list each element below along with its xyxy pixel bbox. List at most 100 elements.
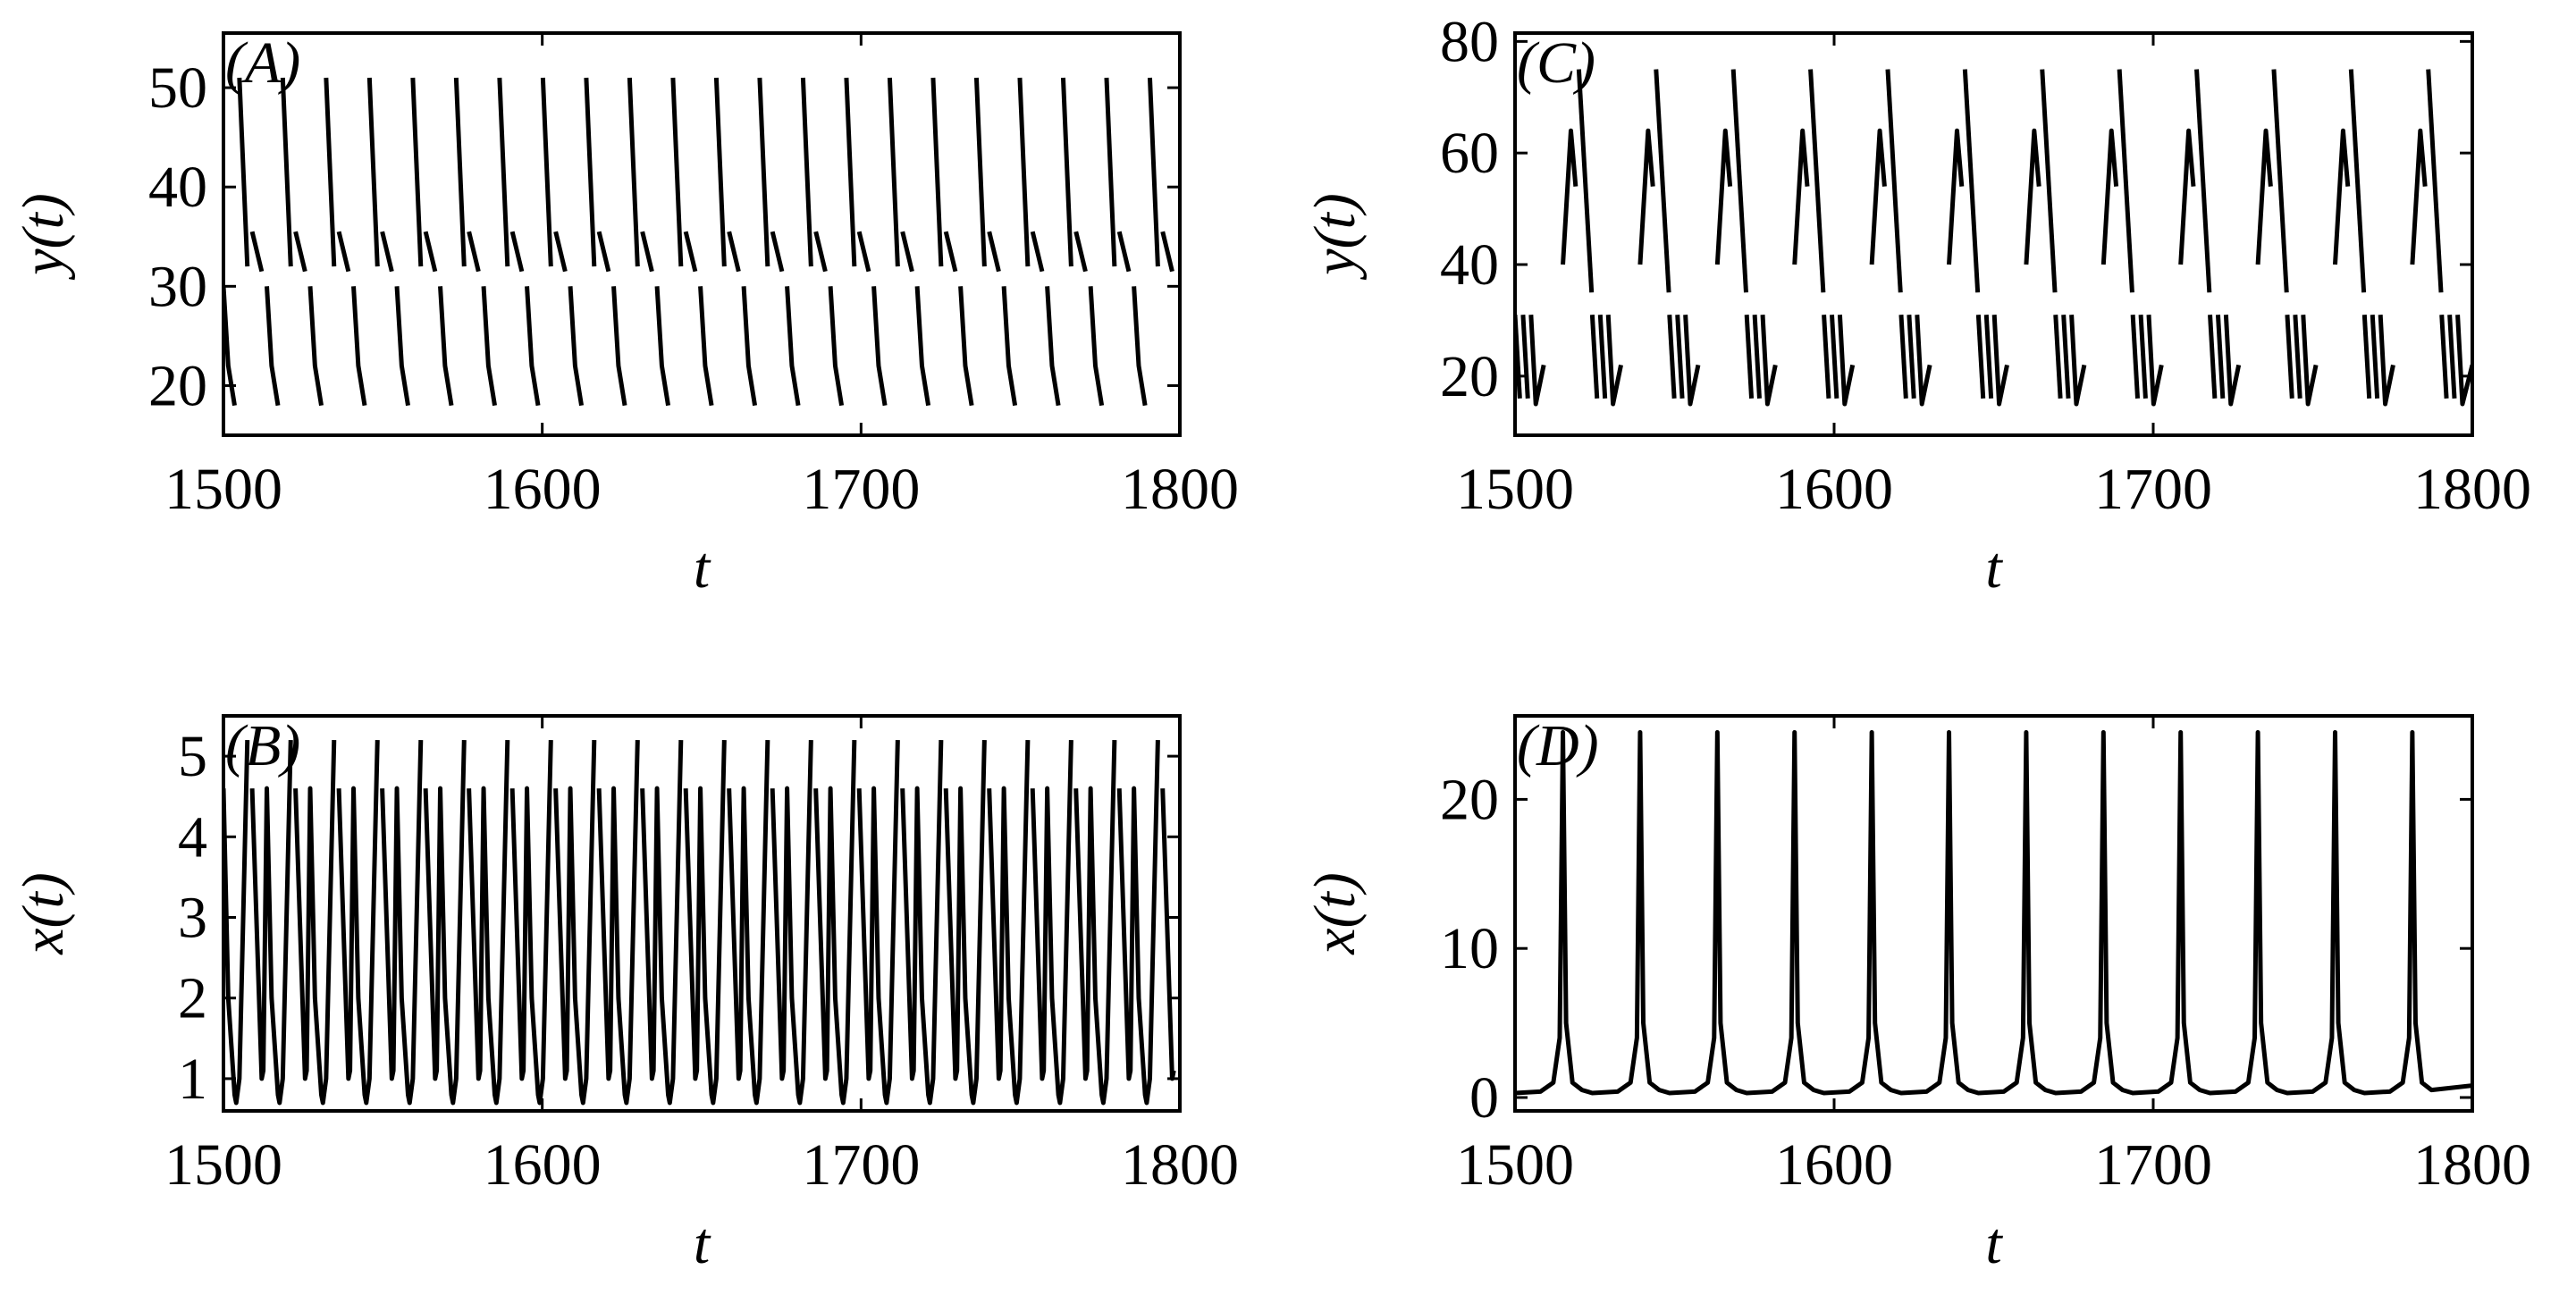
- data-line: [770, 231, 785, 273]
- x-tick-label: 1600: [1775, 1132, 1893, 1198]
- data-line: [1983, 315, 1994, 399]
- data-line: [2455, 315, 2472, 407]
- data-line: [423, 231, 438, 273]
- data-line: [1528, 315, 1546, 407]
- data-line: [1160, 231, 1174, 273]
- data-line: [1561, 128, 1578, 265]
- panel: 1500 1600 1700 1800 20 30 40 50 t y(t) (A): [11, 30, 1239, 601]
- data-line: [2215, 315, 2226, 399]
- data-line: [265, 286, 281, 407]
- data-line: [280, 77, 293, 267]
- data-line: [654, 286, 671, 407]
- data-line: [2061, 315, 2071, 399]
- data-line: [2271, 69, 2289, 293]
- data-line: [1915, 315, 1932, 407]
- data-line: [727, 231, 741, 273]
- data-line: [1030, 740, 1073, 1106]
- data-line: [1104, 77, 1117, 267]
- data-line: [438, 286, 454, 407]
- data-line: [856, 231, 871, 273]
- x-tick-label: 1600: [484, 1132, 602, 1198]
- plot-area: [1515, 729, 2472, 1096]
- data-line: [958, 286, 974, 407]
- panel: 1500 1600 1700 1800 20 40 60 80 t y(t) (C): [1302, 9, 2531, 601]
- data-line: [611, 286, 627, 407]
- plot-area: [223, 77, 1174, 407]
- data-line: [584, 77, 597, 267]
- data-line: [1589, 315, 1600, 399]
- data-line: [1991, 315, 2009, 407]
- data-line: [380, 231, 394, 273]
- data-line: [2194, 69, 2212, 293]
- data-line: [1030, 231, 1045, 273]
- data-line: [2178, 128, 2196, 265]
- y-tick-label: 3: [178, 886, 207, 951]
- data-line: [2301, 315, 2319, 407]
- data-line: [2361, 315, 2372, 399]
- x-tick-label: 1700: [802, 1132, 920, 1198]
- x-tick-label: 1700: [2094, 457, 2212, 522]
- data-line: [336, 740, 380, 1106]
- data-line: [2138, 315, 2148, 399]
- y-tick-label: 20: [1440, 344, 1499, 409]
- data-line: [509, 231, 525, 273]
- data-line: [307, 286, 324, 407]
- data-line: [293, 740, 337, 1106]
- data-line: [525, 286, 541, 407]
- panel: 1500 1600 1700 1800 0 10 20 t x(t) (D): [1302, 713, 2531, 1276]
- y-tick-label: 50: [148, 55, 207, 121]
- data-line: [2053, 315, 2063, 399]
- data-line: [683, 740, 727, 1106]
- data-line: [1001, 286, 1018, 407]
- x-axis-label: t: [694, 535, 711, 601]
- data-line: [568, 286, 585, 407]
- data-line: [856, 740, 900, 1106]
- x-tick-label: 1700: [802, 457, 920, 522]
- y-tick-label: 2: [178, 966, 207, 1031]
- data-line: [900, 740, 944, 1106]
- data-line: [713, 77, 727, 267]
- data-line: [467, 740, 510, 1106]
- data-line: [423, 740, 467, 1106]
- data-line: [1714, 128, 1733, 265]
- data-line: [596, 231, 611, 273]
- data-line: [871, 286, 888, 407]
- data-line: [1597, 315, 1608, 399]
- data-line: [757, 77, 770, 267]
- data-line: [987, 231, 1001, 273]
- data-line: [930, 77, 944, 267]
- data-line: [1830, 315, 1839, 399]
- data-line: [2255, 128, 2273, 265]
- data-line: [596, 740, 640, 1106]
- data-line: [324, 77, 337, 267]
- data-line: [1837, 315, 1856, 407]
- x-tick-label: 1500: [1456, 1132, 1574, 1198]
- data-line: [1808, 69, 1826, 293]
- data-line: [1869, 128, 1887, 265]
- data-line: [1730, 69, 1748, 293]
- data-line: [2410, 128, 2428, 265]
- data-line: [670, 77, 684, 267]
- data-line: [943, 231, 958, 273]
- data-line: [844, 77, 857, 267]
- y-tick-label: 1: [178, 1047, 207, 1112]
- panel-label: (A): [225, 30, 300, 96]
- data-line: [1116, 740, 1160, 1106]
- data-line: [453, 77, 467, 267]
- axes-frame: [222, 714, 1182, 1113]
- x-tick-label: 1800: [2413, 1132, 2531, 1198]
- data-line: [640, 231, 654, 273]
- data-line: [2040, 69, 2058, 293]
- y-axis-label: x(t): [11, 872, 76, 955]
- data-line: [410, 77, 424, 267]
- data-line: [2024, 128, 2041, 265]
- data-line: [1073, 231, 1088, 273]
- data-line: [900, 231, 914, 273]
- data-line: [1576, 69, 1595, 293]
- data-line: [1822, 315, 1831, 399]
- data-line: [2426, 69, 2444, 293]
- x-tick-label: 1700: [2094, 1132, 2212, 1198]
- data-line: [1744, 315, 1755, 399]
